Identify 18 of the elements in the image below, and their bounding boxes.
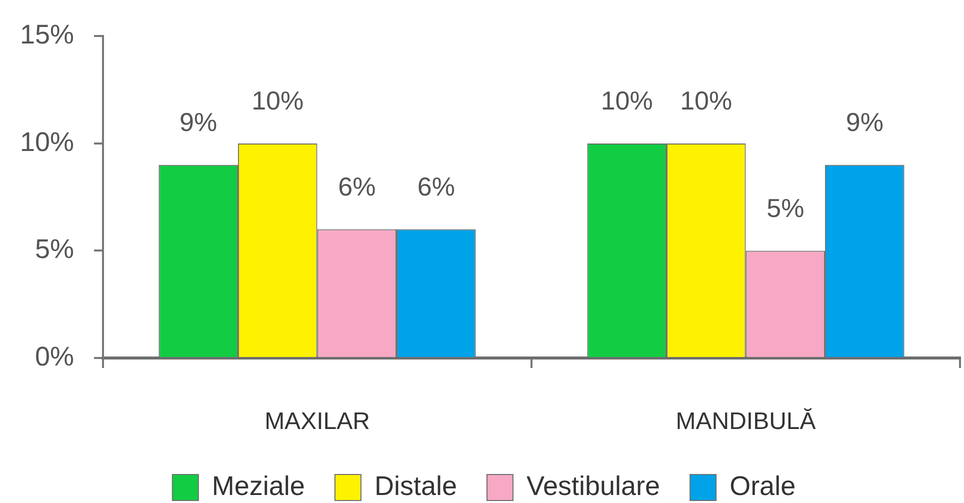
legend-label: Vestibulare xyxy=(526,470,660,501)
y-tick-label: 5% xyxy=(34,234,74,264)
data-label: 10% xyxy=(600,86,653,116)
legend-label: Meziale xyxy=(212,470,305,501)
y-tick-label: 10% xyxy=(20,126,74,157)
data-label: 6% xyxy=(417,171,455,202)
y-tick-label: 0% xyxy=(34,341,74,372)
y-tick-label: 15% xyxy=(20,20,74,50)
x-tick-label: MAXILAR xyxy=(264,408,370,436)
data-label: 10% xyxy=(252,86,304,116)
x-tick-label: MANDIBULĂ xyxy=(676,408,816,436)
data-label: 5% xyxy=(766,192,804,223)
data-label: 6% xyxy=(338,171,376,202)
data-label: 9% xyxy=(180,107,218,138)
data-label: 10% xyxy=(680,86,732,116)
legend-label: Distale xyxy=(374,470,457,501)
data-label: 9% xyxy=(846,107,884,138)
legend-label: Orale xyxy=(730,470,796,501)
